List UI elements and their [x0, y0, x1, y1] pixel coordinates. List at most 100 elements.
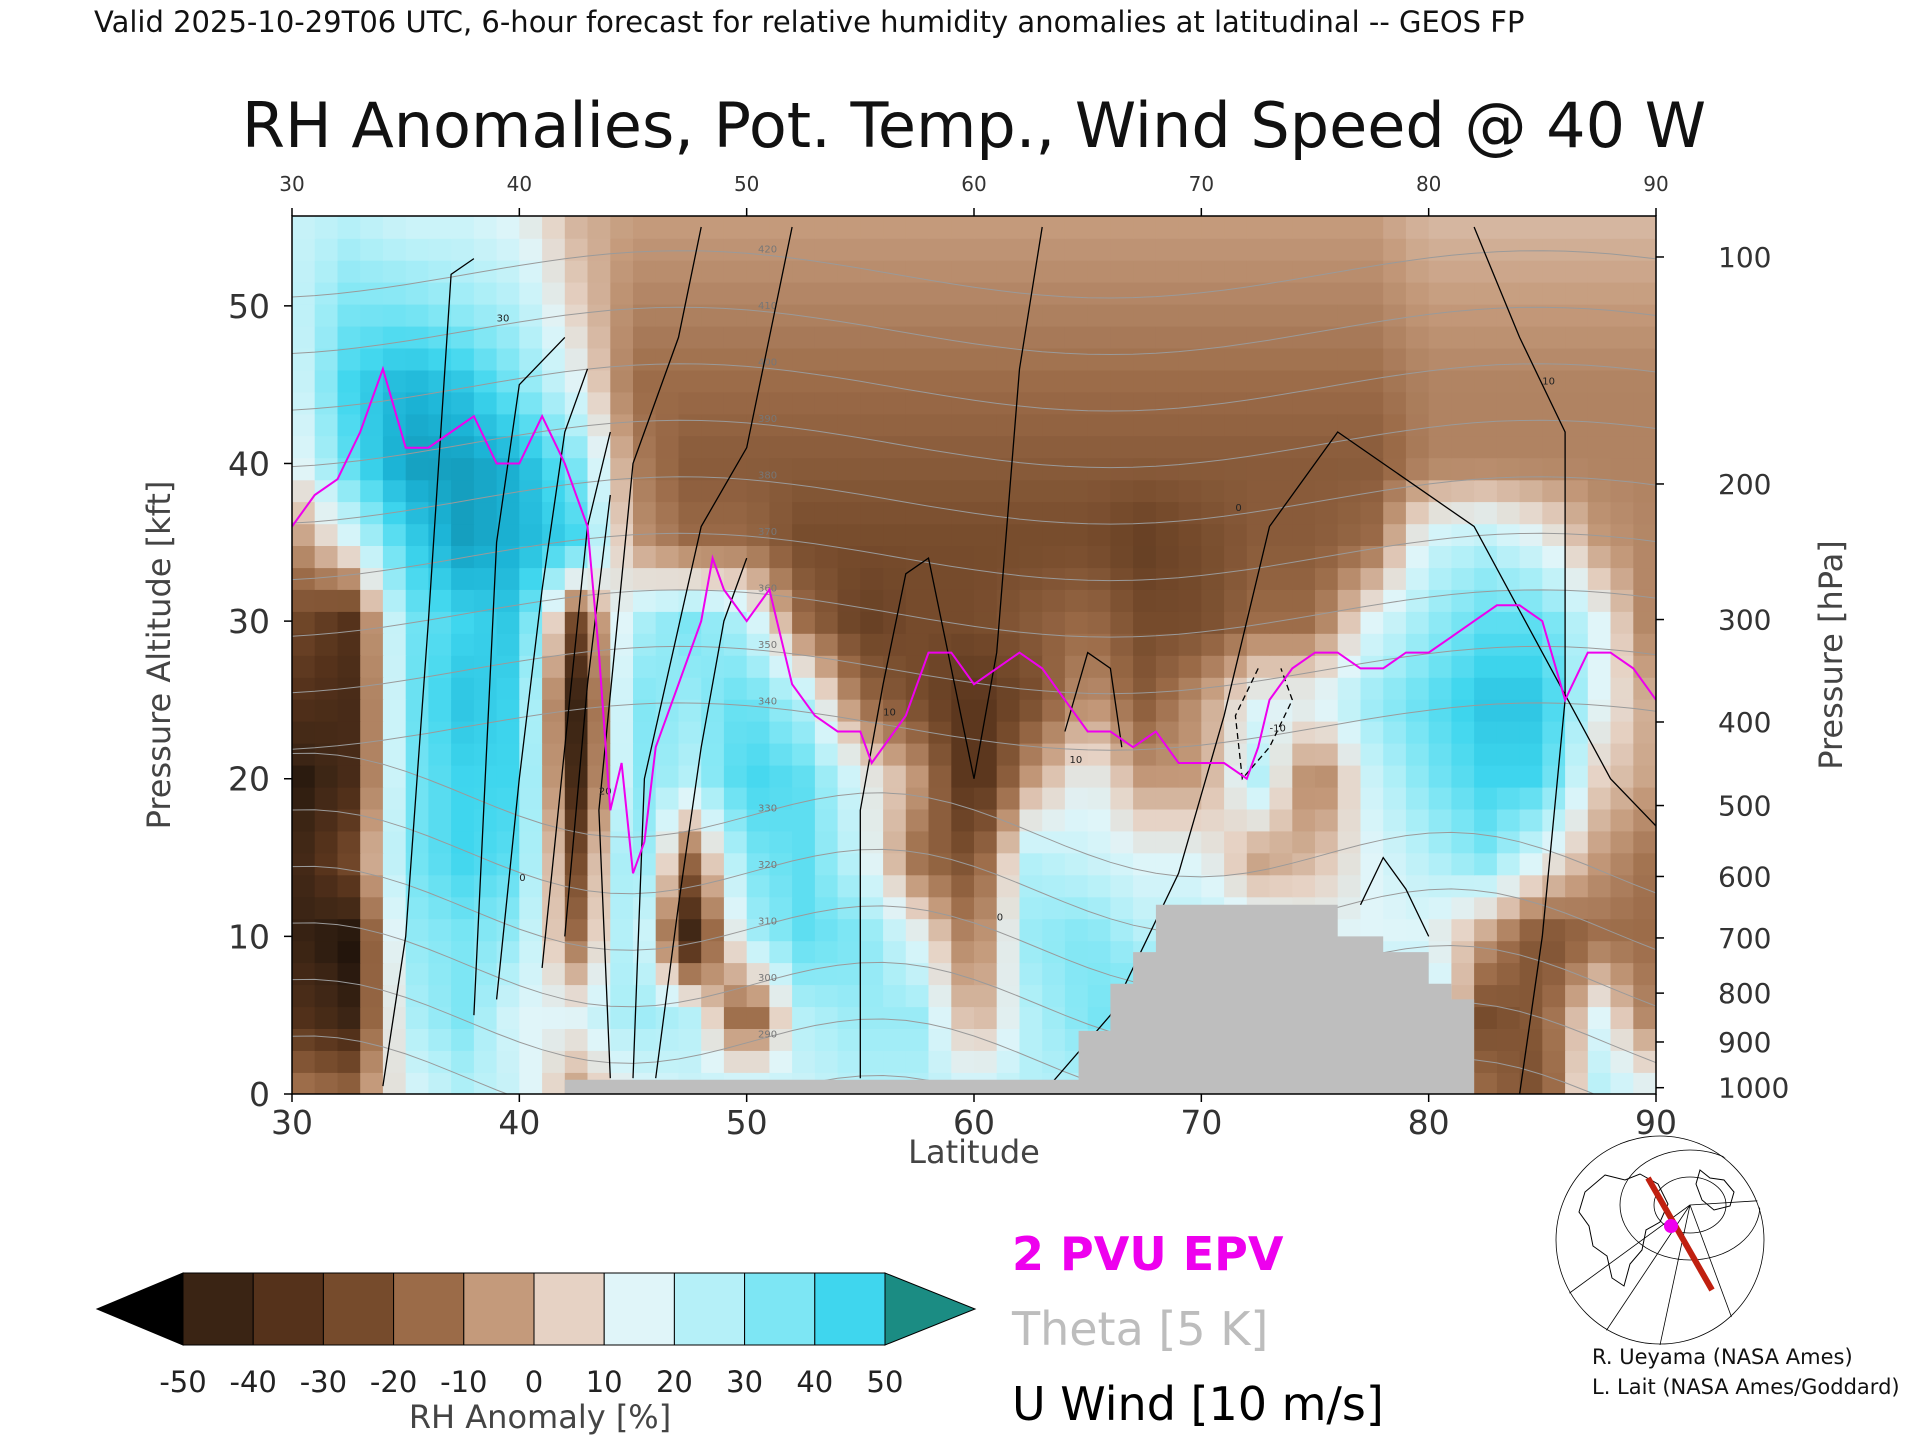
rh-anomaly-cell — [1178, 369, 1203, 393]
rh-anomaly-cell — [1633, 742, 1656, 766]
rh-anomaly-field — [292, 216, 1656, 1094]
rh-anomaly-cell — [951, 1050, 975, 1073]
rh-anomaly-cell — [633, 391, 657, 415]
rh-anomaly-cell — [428, 216, 452, 239]
rh-anomaly-cell — [678, 984, 702, 1008]
rh-anomaly-cell — [1428, 874, 1453, 898]
rh-anomaly-cell — [1087, 655, 1112, 678]
rh-anomaly-cell — [1315, 523, 1339, 546]
rh-anomaly-cell — [473, 281, 498, 305]
rh-anomaly-cell — [1246, 347, 1271, 371]
rh-anomaly-cell — [1019, 303, 1043, 327]
top-tick-label: 30 — [279, 172, 304, 196]
rh-anomaly-cell — [473, 523, 498, 546]
rh-anomaly-cell — [1360, 808, 1384, 832]
rh-anomaly-cell — [610, 742, 634, 766]
rh-anomaly-cell — [382, 742, 407, 766]
rh-anomaly-cell — [633, 918, 657, 942]
rh-anomaly-cell — [792, 918, 816, 942]
rh-anomaly-cell — [1292, 764, 1316, 788]
rh-anomaly-cell — [1428, 391, 1453, 415]
rh-anomaly-cell — [1633, 896, 1656, 920]
rh-anomaly-cell — [1519, 1006, 1544, 1029]
rh-anomaly-cell — [723, 523, 748, 546]
rh-anomaly-cell — [496, 918, 521, 942]
rh-anomaly-cell — [1019, 391, 1043, 415]
rh-anomaly-cell — [1519, 545, 1544, 569]
rh-anomaly-cell — [1360, 347, 1384, 371]
rh-anomaly-cell — [1019, 677, 1043, 700]
rh-anomaly-cell — [473, 1006, 498, 1029]
rh-anomaly-cell — [1542, 479, 1566, 503]
rh-anomaly-cell — [996, 720, 1021, 744]
theta-contour-line — [292, 419, 1656, 469]
rh-anomaly-cell — [951, 852, 975, 876]
rh-anomaly-cell — [1587, 501, 1612, 525]
rh-anomaly-cell — [610, 720, 634, 744]
rh-anomaly-cell — [837, 1050, 862, 1073]
rh-anomaly-cell — [1110, 764, 1134, 788]
rh-anomaly-cell — [1133, 786, 1157, 810]
colorbar-low-arrow — [95, 1272, 184, 1346]
rh-anomaly-cell — [1405, 457, 1430, 481]
rh-anomaly-cell — [928, 611, 952, 634]
rh-anomaly-cell — [292, 391, 316, 415]
rh-anomaly-cell — [610, 677, 634, 700]
rh-anomaly-cell — [564, 1028, 589, 1051]
rh-anomaly-cell — [1246, 391, 1271, 415]
rh-anomaly-cell — [542, 457, 566, 481]
rh-anomaly-cell — [1496, 347, 1521, 371]
rh-anomaly-cell — [610, 874, 634, 898]
rh-anomaly-cell — [996, 1006, 1021, 1029]
rh-anomaly-cell — [746, 918, 771, 942]
rh-anomaly-cell — [792, 1006, 816, 1029]
rh-anomaly-cell — [1110, 369, 1134, 393]
rh-anomaly-cell — [1428, 545, 1453, 569]
rh-anomaly-cell — [723, 1050, 748, 1073]
rh-anomaly-cell — [974, 523, 998, 546]
colorbar-segment — [252, 1272, 324, 1346]
rh-anomaly-cell — [1224, 633, 1248, 656]
rh-anomaly-cell — [1496, 633, 1521, 656]
rh-anomaly-cell — [1451, 764, 1475, 788]
rh-anomaly-cell — [1201, 764, 1225, 788]
rh-anomaly-cell — [1292, 413, 1316, 437]
rh-anomaly-cell — [814, 589, 839, 612]
rh-anomaly-cell — [1042, 742, 1066, 766]
rh-anomaly-cell — [1383, 216, 1407, 239]
rh-anomaly-cell — [1337, 589, 1362, 612]
rh-anomaly-cell — [451, 1006, 475, 1029]
rh-anomaly-cell — [1474, 1028, 1498, 1051]
rh-anomaly-cell — [1155, 786, 1180, 810]
rh-anomaly-cell — [1587, 347, 1612, 371]
rh-anomaly-cell — [1269, 413, 1293, 437]
rh-anomaly-cell — [951, 281, 975, 305]
rh-anomaly-cell — [1042, 720, 1066, 744]
rh-anomaly-cell — [1155, 216, 1180, 239]
rh-anomaly-cell — [1292, 874, 1316, 898]
rh-anomaly-cell — [883, 808, 907, 832]
rh-anomaly-cell — [678, 523, 702, 546]
rh-anomaly-cell — [1337, 501, 1362, 525]
rh-anomaly-cell — [496, 677, 521, 700]
rh-anomaly-cell — [1565, 347, 1589, 371]
rh-anomaly-cell — [1451, 852, 1475, 876]
rh-anomaly-cell — [1292, 325, 1316, 349]
rh-anomaly-cell — [837, 545, 862, 569]
rh-anomaly-cell — [1360, 281, 1384, 305]
rh-anomaly-cell — [1337, 677, 1362, 700]
u-wind-contour-line — [473, 336, 566, 1016]
rh-anomaly-cell — [428, 413, 452, 437]
rh-anomaly-cell — [1542, 435, 1566, 459]
rh-anomaly-cell — [564, 545, 589, 569]
rh-anomaly-cell — [1110, 281, 1134, 305]
rh-anomaly-cell — [451, 545, 475, 569]
rh-anomaly-cell — [610, 786, 634, 810]
rh-anomaly-cell — [473, 962, 498, 986]
rh-anomaly-cell — [928, 698, 952, 722]
rh-anomaly-cell — [814, 655, 839, 678]
rh-anomaly-cell — [1064, 369, 1089, 393]
rh-anomaly-cell — [1405, 216, 1430, 239]
rh-anomaly-cell — [746, 1006, 771, 1029]
rh-anomaly-cell — [951, 391, 975, 415]
